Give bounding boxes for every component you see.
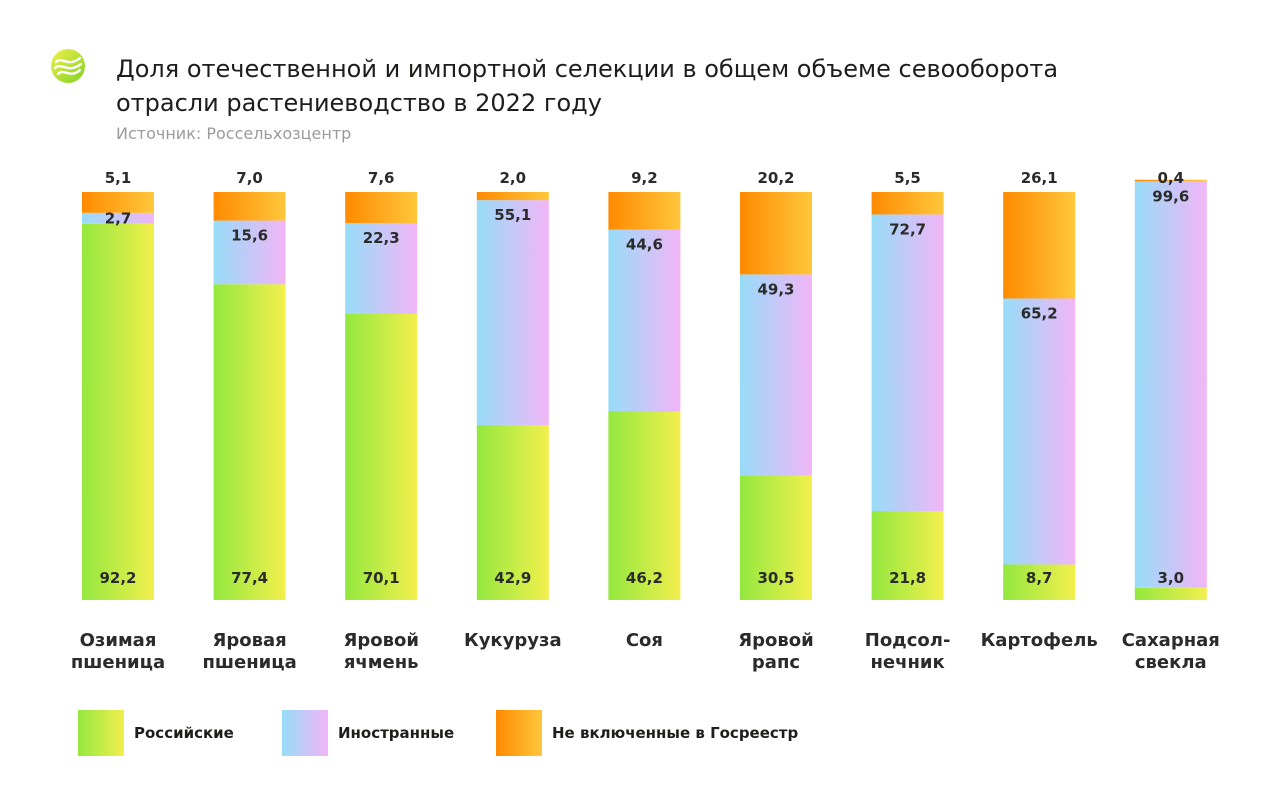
category-label: рапс — [752, 652, 800, 673]
bar-unregistered — [345, 192, 418, 224]
data-label-foreign: 72,7 — [889, 220, 926, 238]
data-label-russian: 21,8 — [889, 569, 926, 587]
data-label-russian: 92,2 — [99, 569, 136, 587]
bar-foreign — [476, 200, 549, 425]
category-label: Сахарная — [1122, 630, 1220, 651]
legend-label-russian: Российские — [134, 724, 234, 742]
bar-foreign — [82, 212, 154, 224]
legend: Российские Иностранные Не включенные в Г… — [0, 710, 1280, 756]
bar-foreign — [345, 223, 418, 314]
bar-foreign — [1134, 181, 1207, 588]
legend-label-foreign: Иностранные — [338, 724, 455, 742]
data-label-foreign: 44,6 — [626, 236, 663, 254]
data-label-unregistered: 7,6 — [368, 169, 395, 187]
data-label-unregistered: 2,0 — [500, 169, 527, 187]
bar-foreign — [608, 229, 681, 412]
stacked-bar-chart: 5,12,792,2Озимаяпшеница7,015,677,4Яровая… — [71, 169, 1220, 673]
data-label-russian: 77,4 — [231, 569, 268, 587]
bar-unregistered — [476, 192, 549, 201]
bar-foreign — [871, 214, 944, 512]
category-label: Кукуруза — [464, 630, 562, 651]
chart-title: Доля отечественной и импортной селекции … — [116, 55, 1059, 117]
bar-russian — [213, 284, 286, 600]
bar-unregistered — [740, 192, 812, 275]
data-label-russian: 46,2 — [626, 569, 663, 587]
bar-russian — [740, 475, 812, 600]
bar-russian — [82, 223, 154, 600]
legend-swatch-russian — [78, 710, 124, 756]
category-label: Соя — [626, 630, 663, 651]
data-label-foreign: 2,7 — [105, 209, 132, 227]
bar-foreign — [740, 274, 812, 476]
category-label: Картофель — [981, 630, 1098, 651]
data-label-russian: 30,5 — [757, 569, 794, 587]
category-label: Яровая — [212, 630, 286, 651]
bar-unregistered — [1003, 192, 1076, 299]
bar-unregistered — [871, 192, 944, 215]
bar-foreign — [1003, 298, 1076, 565]
legend-swatch-unregistered — [496, 710, 542, 756]
data-label-foreign: 65,2 — [1021, 304, 1058, 322]
bar-russian — [1003, 564, 1076, 600]
data-label-russian: 42,9 — [494, 569, 531, 587]
category-label: ячмень — [344, 652, 419, 673]
data-label-foreign: 99,6 — [1152, 187, 1189, 205]
bar-unregistered — [1134, 179, 1207, 182]
category-label: пшеница — [202, 652, 296, 673]
bars-group: 5,12,792,2Озимаяпшеница7,015,677,4Яровая… — [71, 169, 1220, 673]
data-label-russian: 70,1 — [363, 569, 400, 587]
data-label-unregistered: 0,4 — [1158, 169, 1185, 187]
bar-russian — [1134, 587, 1207, 600]
data-label-russian: 8,7 — [1026, 569, 1053, 587]
legend-label-unregistered: Не включенные в Госреестр — [552, 724, 799, 742]
data-label-unregistered: 20,2 — [757, 169, 794, 187]
bar-russian — [345, 313, 418, 600]
data-label-foreign: 49,3 — [757, 280, 794, 298]
data-label-unregistered: 5,1 — [105, 169, 132, 187]
bar-foreign — [213, 220, 286, 285]
bar-russian — [608, 411, 681, 600]
data-label-foreign: 15,6 — [231, 227, 268, 245]
data-label-foreign: 55,1 — [494, 206, 531, 224]
bar-unregistered — [213, 192, 286, 221]
legend-swatch-foreign — [282, 710, 328, 756]
data-label-unregistered: 7,0 — [236, 169, 263, 187]
logo-icon — [51, 49, 85, 83]
bar-russian — [476, 424, 549, 600]
category-label: свекла — [1135, 652, 1207, 673]
data-label-unregistered: 26,1 — [1021, 169, 1058, 187]
bar-unregistered — [608, 192, 681, 230]
category-label: пшеница — [71, 652, 165, 673]
data-label-unregistered: 5,5 — [894, 169, 921, 187]
category-label: Яровой — [738, 630, 813, 651]
bar-unregistered — [82, 192, 154, 213]
category-label: Подсол- — [865, 630, 951, 651]
data-label-russian: 3,0 — [1158, 569, 1185, 587]
bar-russian — [871, 511, 944, 600]
category-label: нечник — [870, 652, 944, 673]
data-label-foreign: 22,3 — [363, 229, 400, 247]
category-label: Озимая — [80, 630, 157, 651]
category-label: Яровой — [343, 630, 418, 651]
data-label-unregistered: 9,2 — [631, 169, 658, 187]
chart-source: Источник: Россельхозцентр — [116, 124, 352, 143]
